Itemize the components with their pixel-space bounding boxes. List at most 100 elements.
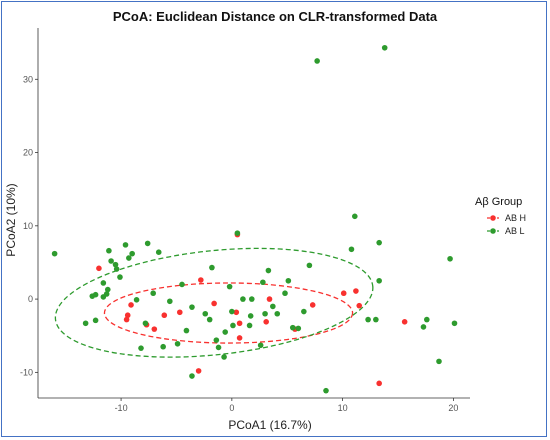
point-ab-l <box>202 310 209 317</box>
x-axis-label: PCoA1 (16.7%) <box>228 418 311 432</box>
point-ab-l <box>138 345 144 351</box>
point-ab-l <box>103 291 110 297</box>
legend-key-point-ab-h <box>490 215 496 221</box>
point-ab-l <box>179 281 185 288</box>
point-ab-h <box>128 302 134 308</box>
point-ab-h <box>263 319 269 325</box>
y-ticks: -10 0 10 20 30 <box>20 74 38 377</box>
point-ab-l <box>246 322 253 329</box>
point-ab-l <box>348 246 355 253</box>
point-ab-l <box>129 250 135 257</box>
point-ab-l <box>247 313 254 319</box>
point-ab-h <box>176 309 183 316</box>
ellipse-ab-h <box>103 282 354 344</box>
point-ab-l <box>260 279 266 286</box>
point-ab-l <box>323 387 329 394</box>
point-ab-l <box>92 291 99 298</box>
point-ab-l <box>365 316 371 323</box>
point-ab-l <box>234 230 241 236</box>
point-ab-l <box>424 316 430 323</box>
y-tick-label: 10 <box>23 221 33 231</box>
point-ab-l <box>420 324 427 330</box>
point-ab-l <box>229 308 235 315</box>
point-ab-h <box>266 296 273 302</box>
point-ab-l <box>167 298 173 305</box>
point-ab-l <box>373 316 379 323</box>
x-tick-label: 20 <box>448 403 458 413</box>
point-ab-h <box>151 326 158 332</box>
point-ab-l <box>314 58 320 64</box>
point-ab-l <box>240 296 246 302</box>
point-ab-l <box>221 354 227 360</box>
point-ab-l <box>248 296 255 302</box>
point-ab-l <box>82 320 89 327</box>
point-ab-l <box>257 342 264 349</box>
point-ab-l <box>117 274 123 280</box>
point-ab-l <box>215 344 222 351</box>
point-ab-l <box>274 310 281 317</box>
point-ab-l <box>144 240 151 247</box>
point-ab-l <box>376 239 382 246</box>
point-ab-l <box>174 340 181 347</box>
point-ab-l <box>285 277 292 284</box>
point-ab-l <box>160 343 166 350</box>
point-ab-h <box>195 368 202 374</box>
point-ab-l <box>189 304 195 310</box>
legend: Aβ Group AB H AB L <box>475 196 526 236</box>
point-ab-h <box>401 319 408 325</box>
point-ab-l <box>104 286 111 293</box>
legend-label-ab-l: AB L <box>505 226 525 236</box>
point-ab-l <box>106 247 112 254</box>
point-ab-h <box>123 316 130 323</box>
point-ab-l <box>213 337 220 343</box>
y-tick-label: 30 <box>23 74 33 84</box>
legend-title: Aβ Group <box>475 196 522 208</box>
point-ab-l <box>183 327 190 334</box>
point-ab-h <box>233 309 240 316</box>
point-ab-l <box>295 325 302 332</box>
point-ab-h <box>161 312 168 319</box>
point-ab-l <box>209 264 215 271</box>
point-ab-h <box>376 380 382 387</box>
point-ab-l <box>376 277 382 284</box>
point-ab-l <box>265 267 272 274</box>
point-ab-h <box>340 290 347 297</box>
point-ab-h <box>353 288 359 294</box>
point-ab-l <box>230 322 236 329</box>
point-ab-l <box>381 44 388 51</box>
data-points <box>51 44 458 394</box>
point-ab-l <box>282 290 288 297</box>
point-ab-l <box>142 320 149 327</box>
y-tick-label: 0 <box>28 294 33 304</box>
point-ab-l <box>150 290 156 297</box>
point-ab-l <box>155 249 162 255</box>
point-ab-h <box>211 300 217 307</box>
y-tick-label: 20 <box>23 148 33 158</box>
confidence-ellipses <box>54 247 374 358</box>
point-ab-l <box>270 303 276 310</box>
y-tick-label: -10 <box>20 367 33 377</box>
point-ab-h <box>198 277 204 283</box>
point-ab-l <box>226 283 233 290</box>
legend-key-point-ab-l <box>490 228 496 234</box>
point-ab-l <box>206 316 213 323</box>
point-ab-h <box>124 312 131 319</box>
legend-label-ab-h: AB H <box>505 213 526 223</box>
point-ab-l <box>306 262 313 269</box>
point-ab-l <box>451 320 458 327</box>
point-ab-l <box>108 258 114 264</box>
point-ab-l <box>352 213 358 220</box>
x-tick-label: 10 <box>338 403 348 413</box>
point-ab-l <box>126 255 132 261</box>
x-tick-label: -10 <box>115 403 128 413</box>
point-ab-l <box>113 266 120 272</box>
point-ab-l <box>100 280 107 286</box>
point-ab-l <box>447 255 453 262</box>
point-ab-l <box>289 324 296 331</box>
x-tick-label: 0 <box>229 403 234 413</box>
point-ab-h <box>309 302 316 308</box>
point-ab-l <box>133 297 140 303</box>
point-ab-h <box>236 335 243 341</box>
